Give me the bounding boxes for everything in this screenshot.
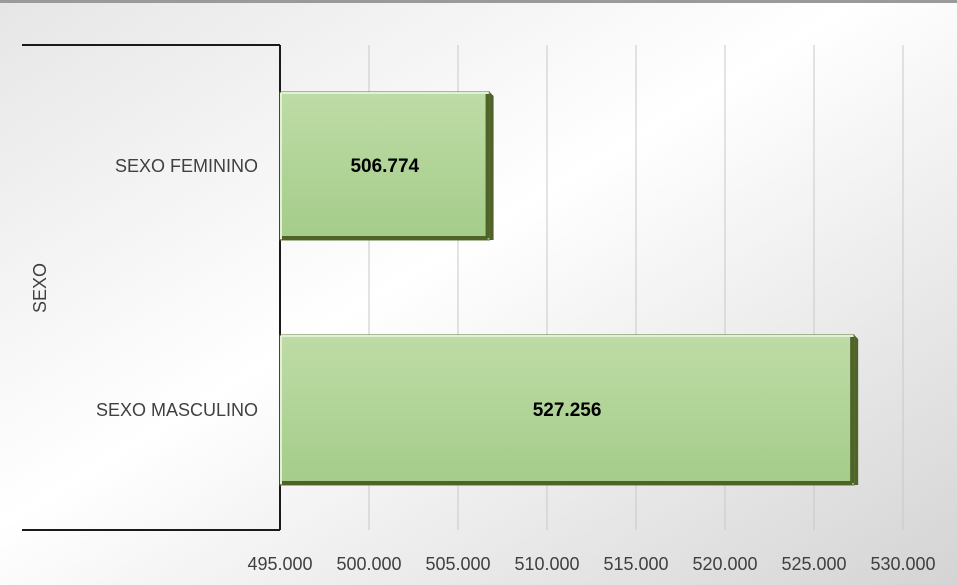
x-tick-label: 515.000 <box>603 554 668 574</box>
x-tick-label: 505.000 <box>425 554 490 574</box>
category-label: SEXO FEMININO <box>115 156 258 176</box>
bar-edge-right <box>489 92 494 240</box>
x-tick-label: 495.000 <box>247 554 312 574</box>
x-tick-label: 510.000 <box>514 554 579 574</box>
bars <box>279 91 859 486</box>
category-label: SEXO MASCULINO <box>96 400 258 420</box>
data-label: 506.774 <box>350 156 419 177</box>
bar <box>279 334 855 486</box>
group-label: SEXO <box>30 263 50 313</box>
x-tick-label: 520.000 <box>692 554 757 574</box>
data-label: 527.256 <box>533 400 602 421</box>
x-tick-label: 530.000 <box>870 554 935 574</box>
x-tick-label: 525.000 <box>781 554 846 574</box>
labels: 495.000 500.000 505.000 510.000 515.000 520.0… <box>30 156 936 574</box>
x-tick-label: 500.000 <box>336 554 401 574</box>
top-border <box>0 0 957 3</box>
bar <box>279 91 491 241</box>
bar-edge-right <box>854 335 859 485</box>
